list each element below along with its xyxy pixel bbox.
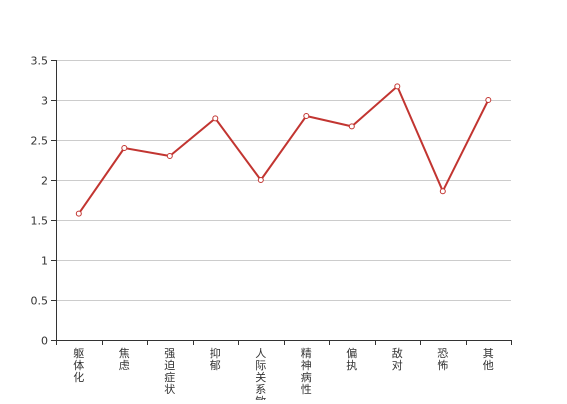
data-point[interactable] <box>439 188 446 195</box>
data-point[interactable] <box>394 83 401 90</box>
y-tick-labels: 0 0.5 1 1.5 2 2.5 3 3.5 <box>31 55 49 348</box>
data-point[interactable] <box>303 113 310 119</box>
data-point[interactable] <box>121 145 128 151</box>
data-point[interactable] <box>257 177 264 183</box>
axes <box>51 60 512 345</box>
y-tick-label: 3 <box>41 95 48 108</box>
y-tick-label: 0 <box>41 335 48 348</box>
series <box>75 83 492 217</box>
y-tick-label: 3.5 <box>31 55 49 68</box>
x-tick-label: 恐怖 <box>437 347 448 372</box>
grid-lines <box>56 60 511 301</box>
x-tick-label: 人际关系敏感 <box>255 347 266 400</box>
x-tick-label: 强迫症状 <box>164 347 175 396</box>
data-point[interactable] <box>166 153 173 159</box>
data-point[interactable] <box>212 115 219 122</box>
x-tick-label: 其他 <box>483 347 494 372</box>
x-tick-label: 偏执 <box>346 346 357 372</box>
x-tick-label: 抑郁 <box>210 346 221 372</box>
x-tick-labels: 躯体化 焦虑 强迫症状 抑郁 人际关系敏感 精神病性 偏执 敌对 恐怖 其他 <box>73 346 494 404</box>
x-tick-label: 焦虑 <box>119 347 130 372</box>
x-tick-label: 躯体化 <box>73 347 84 384</box>
y-tick-label: 2 <box>41 175 48 188</box>
data-point[interactable] <box>485 97 492 103</box>
data-point[interactable] <box>75 210 82 217</box>
y-tick-label: 1 <box>41 255 48 268</box>
x-tick-label: 精神病性 <box>301 347 312 396</box>
series-line <box>77 85 490 215</box>
data-point[interactable] <box>348 123 355 130</box>
x-tick-label: 敌对 <box>392 346 403 372</box>
y-tick-label: 1.5 <box>31 215 49 228</box>
y-tick-label: 2.5 <box>31 135 49 148</box>
y-tick-label: 0.5 <box>31 295 49 308</box>
